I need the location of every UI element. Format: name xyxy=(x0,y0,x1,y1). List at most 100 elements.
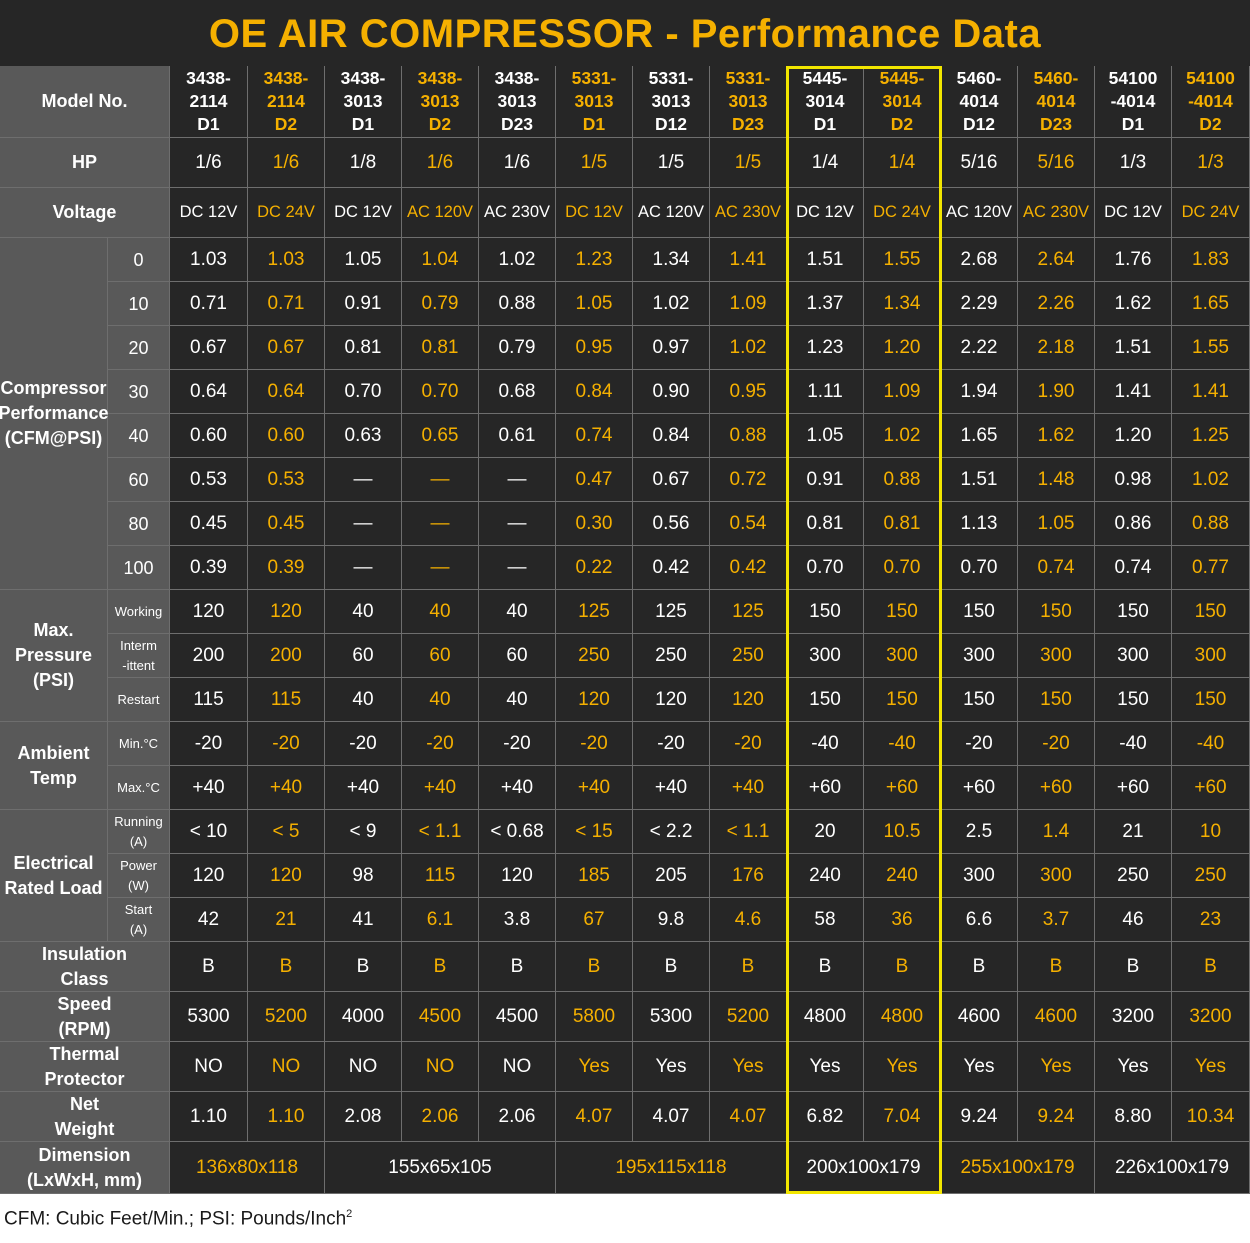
electrical-cell: 120 xyxy=(170,854,248,898)
insulation-cell: B xyxy=(633,942,710,992)
cfm-cell: 1.09 xyxy=(864,370,941,414)
cfm-cell: 0.86 xyxy=(1095,502,1172,546)
pressure-cell: 40 xyxy=(479,590,556,634)
cfm-cell: — xyxy=(479,458,556,502)
speed-cell: 4000 xyxy=(325,992,402,1042)
electrical-cell: < 2.2 xyxy=(633,810,710,854)
voltage-cell: AC 230V xyxy=(1018,188,1095,238)
insulation-cell: B xyxy=(1018,942,1095,992)
ambient-cell: -20 xyxy=(941,722,1018,766)
cfm-cell: 0.71 xyxy=(170,282,248,326)
electrical-cell: 120 xyxy=(479,854,556,898)
cfm-cell: 1.03 xyxy=(170,238,248,282)
cfm-cell: 0.47 xyxy=(556,458,633,502)
pressure-cell: 150 xyxy=(1095,678,1172,722)
cfm-cell: 0.72 xyxy=(710,458,787,502)
cfm-cell: 2.64 xyxy=(1018,238,1095,282)
speed-cell: 3200 xyxy=(1095,992,1172,1042)
pressure-cell: 120 xyxy=(710,678,787,722)
cfm-cell: 1.05 xyxy=(556,282,633,326)
pressure-cell: 150 xyxy=(864,590,941,634)
ambient-cell: +60 xyxy=(1172,766,1250,810)
cfm-cell: 1.05 xyxy=(1018,502,1095,546)
ambient-cell: +40 xyxy=(710,766,787,810)
thermal-protector-cell: Yes xyxy=(1018,1042,1095,1092)
cfm-cell: 1.51 xyxy=(1095,326,1172,370)
dimension-cell: 200x100x179 xyxy=(787,1142,941,1194)
cfm-cell: — xyxy=(479,546,556,590)
electrical-cell: < 5 xyxy=(248,810,325,854)
pressure-cell: 150 xyxy=(1018,590,1095,634)
psi-label: 30 xyxy=(108,370,170,414)
ambient-cell: -40 xyxy=(864,722,941,766)
cfm-cell: 0.42 xyxy=(633,546,710,590)
electrical-cell: 6.6 xyxy=(941,898,1018,942)
electrical-cell: 240 xyxy=(864,854,941,898)
cfm-cell: 0.61 xyxy=(479,414,556,458)
electrical-cell: 300 xyxy=(1018,854,1095,898)
pressure-cell: 120 xyxy=(170,590,248,634)
thermal-protector-cell: NO xyxy=(402,1042,479,1092)
ambient-cell: -40 xyxy=(787,722,864,766)
pressure-cell: 200 xyxy=(170,634,248,678)
electrical-cell: < 1.1 xyxy=(402,810,479,854)
electrical-cell: 9.8 xyxy=(633,898,710,942)
ambient-cell: -20 xyxy=(248,722,325,766)
cfm-cell: 0.60 xyxy=(248,414,325,458)
electrical-cell: 250 xyxy=(1172,854,1250,898)
hp-cell: 1/5 xyxy=(710,138,787,188)
insulation-cell: B xyxy=(710,942,787,992)
voltage-label: Voltage xyxy=(0,188,170,238)
pressure-cell: 150 xyxy=(1095,590,1172,634)
electrical-cell: 46 xyxy=(1095,898,1172,942)
hp-cell: 1/3 xyxy=(1095,138,1172,188)
hp-label: HP xyxy=(0,138,170,188)
voltage-cell: AC 230V xyxy=(710,188,787,238)
cfm-cell: 0.88 xyxy=(864,458,941,502)
cfm-cell: 1.65 xyxy=(941,414,1018,458)
voltage-cell: AC 120V xyxy=(941,188,1018,238)
cfm-cell: 0.30 xyxy=(556,502,633,546)
electrical-cell: < 0.68 xyxy=(479,810,556,854)
pressure-cell: 125 xyxy=(710,590,787,634)
cfm-cell: 1.55 xyxy=(1172,326,1250,370)
cfm-cell: 1.37 xyxy=(787,282,864,326)
voltage-cell: AC 120V xyxy=(402,188,479,238)
electrical-cell: 120 xyxy=(248,854,325,898)
model-number: 3438- 3013 D23 xyxy=(479,66,556,138)
psi-label: 60 xyxy=(108,458,170,502)
pressure-cell: 40 xyxy=(402,590,479,634)
cfm-cell: 0.53 xyxy=(248,458,325,502)
pressure-label: Interm -ittent xyxy=(108,634,170,678)
ambient-label: Max.°C xyxy=(108,766,170,810)
cfm-cell: 0.81 xyxy=(402,326,479,370)
model-number: 5331- 3013 D12 xyxy=(633,66,710,138)
ambient-cell: +60 xyxy=(1018,766,1095,810)
cfm-cell: 0.68 xyxy=(479,370,556,414)
cfm-cell: 0.53 xyxy=(170,458,248,502)
pressure-cell: 300 xyxy=(1018,634,1095,678)
electrical-label: Start (A) xyxy=(108,898,170,942)
pressure-cell: 60 xyxy=(479,634,556,678)
speed-cell: 4800 xyxy=(787,992,864,1042)
insulation-cell: B xyxy=(787,942,864,992)
electrical-cell: 98 xyxy=(325,854,402,898)
cfm-cell: 1.41 xyxy=(710,238,787,282)
cfm-cell: 0.98 xyxy=(1095,458,1172,502)
hp-cell: 1/6 xyxy=(248,138,325,188)
pressure-cell: 150 xyxy=(787,590,864,634)
ambient-cell: -20 xyxy=(710,722,787,766)
ambient-label: Min.°C xyxy=(108,722,170,766)
cfm-cell: 1.25 xyxy=(1172,414,1250,458)
electrical-cell: 300 xyxy=(941,854,1018,898)
electrical-cell: < 15 xyxy=(556,810,633,854)
model-number: 3438- 3013 D1 xyxy=(325,66,402,138)
hp-cell: 1/4 xyxy=(864,138,941,188)
cfm-cell: 1.02 xyxy=(1172,458,1250,502)
thermal-protector-cell: Yes xyxy=(1172,1042,1250,1092)
cfm-cell: 0.64 xyxy=(248,370,325,414)
cfm-cell: 0.91 xyxy=(787,458,864,502)
electrical-group-label: Electrical Rated Load xyxy=(0,810,108,942)
net-weight-cell: 8.80 xyxy=(1095,1092,1172,1142)
cfm-cell: 1.51 xyxy=(941,458,1018,502)
